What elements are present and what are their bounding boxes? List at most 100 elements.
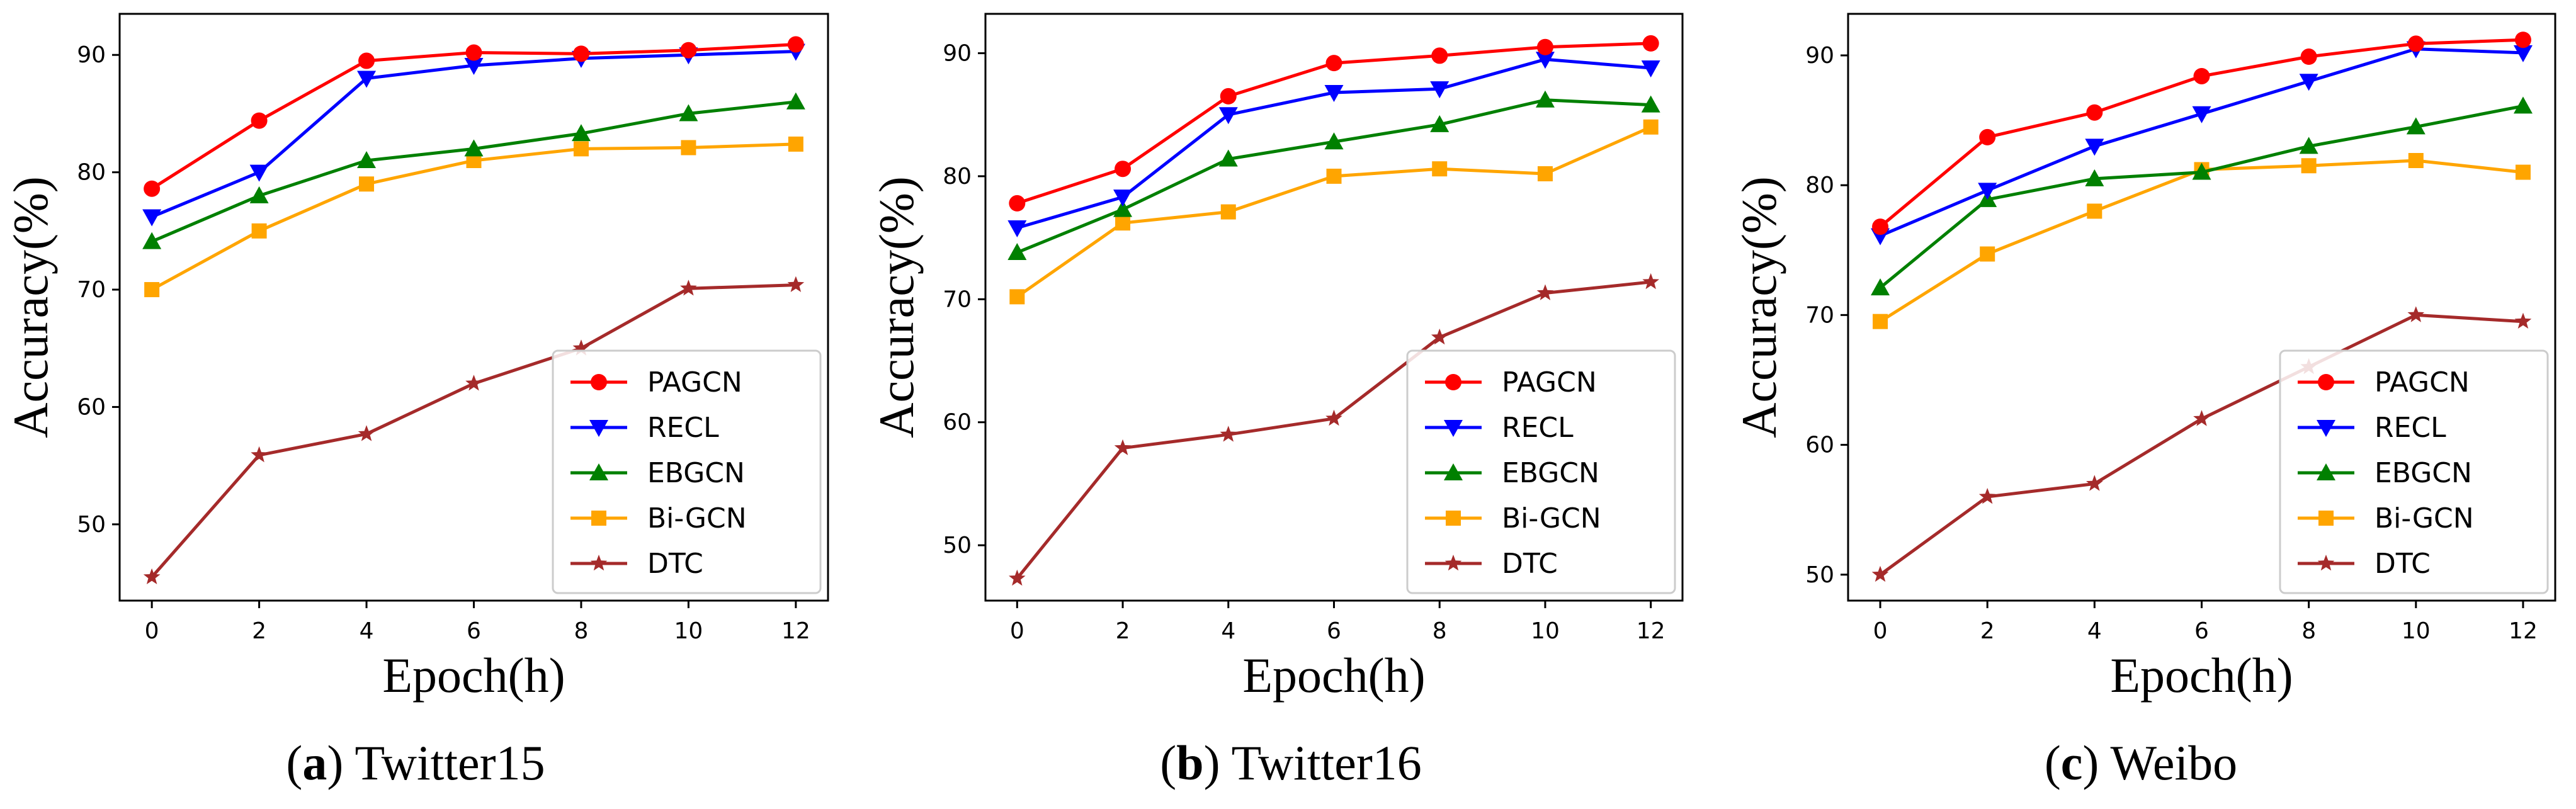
x-tick-label: 4 [360, 618, 374, 644]
legend-label: Bi-GCN [2375, 502, 2474, 535]
legend-marker [589, 463, 608, 480]
data-point-bi-gcn [1115, 215, 1131, 231]
x-tick-label: 8 [1433, 618, 1447, 644]
legend: PAGCN RECL EBGCN Bi-GCN DTC [552, 349, 822, 594]
data-point-dtc [1431, 328, 1448, 345]
data-point-bi-gcn [2301, 158, 2317, 174]
data-point-pagcn [1431, 47, 1448, 64]
x-tick-label: 2 [1116, 618, 1130, 644]
legend-marker [2317, 420, 2335, 437]
legend-label: EBGCN [647, 457, 745, 489]
panel-caption: (c) Weibo [2045, 735, 2237, 790]
data-point-ebgcn [1871, 278, 1890, 296]
data-point-ebgcn [1535, 90, 1555, 108]
series-dtc [1871, 306, 2532, 582]
x-tick-label: 0 [145, 618, 159, 644]
legend-entry-bi-gcn: Bi-GCN [1425, 502, 1601, 535]
y-axis-title: Accuracy(%) [3, 176, 58, 438]
y-tick-label: 70 [943, 286, 972, 312]
legend-marker [2318, 511, 2334, 526]
data-point-dtc [2193, 410, 2210, 426]
data-point-pagcn [358, 52, 375, 69]
data-point-recl [1430, 81, 1450, 99]
series-line-recl [151, 50, 796, 218]
x-tick-label: 10 [2402, 618, 2431, 644]
chart-panel-2: 50 60 70 80 90 0 2 4 6 8 10 12 Epoch(h) Accuracy(%) PA… [869, 13, 1684, 790]
data-point-ebgcn [249, 186, 269, 203]
series-dtc [1009, 273, 1659, 586]
chart-panel-3: 50 60 70 80 90 0 2 4 6 8 10 12 Epoch(h) Accuracy(%) PA… [1732, 13, 2556, 790]
data-point-dtc [2514, 312, 2532, 329]
legend-label: EBGCN [2375, 457, 2472, 489]
legend-label: RECL [647, 412, 719, 444]
series-pagcn [1009, 35, 1659, 212]
data-point-dtc [680, 280, 697, 296]
data-point-ebgcn [1007, 243, 1027, 261]
data-point-pagcn [251, 112, 268, 129]
legend-entry-recl: RECL [1425, 412, 1574, 444]
data-point-ebgcn [357, 151, 377, 168]
data-point-bi-gcn [573, 141, 589, 157]
data-point-recl [1641, 60, 1660, 77]
data-point-recl [1007, 220, 1027, 237]
x-tick-label: 6 [467, 618, 481, 644]
data-point-dtc [465, 375, 482, 391]
data-point-dtc [1220, 426, 1237, 442]
data-point-bi-gcn [681, 140, 696, 156]
data-point-bi-gcn [1220, 204, 1236, 220]
data-point-recl [2085, 139, 2104, 156]
data-point-bi-gcn [144, 282, 160, 298]
data-point-pagcn [680, 42, 697, 59]
legend: PAGCN RECL EBGCN Bi-GCN DTC [1406, 349, 1676, 594]
legend-marker [1446, 511, 1461, 526]
data-point-dtc [1978, 488, 1996, 504]
data-point-dtc [2086, 475, 2103, 491]
data-point-dtc [1536, 284, 1554, 300]
data-point-pagcn [1115, 161, 1132, 178]
legend-entry-bi-gcn: Bi-GCN [570, 502, 747, 535]
series-bi-gcn [1009, 119, 1659, 305]
legend-marker [590, 555, 608, 571]
data-point-recl [464, 58, 484, 76]
data-point-bi-gcn [1980, 246, 1995, 262]
data-point-pagcn [572, 45, 589, 62]
data-point-dtc [787, 276, 805, 292]
data-point-recl [2513, 45, 2533, 62]
data-point-dtc [572, 339, 590, 356]
data-point-ebgcn [679, 104, 698, 122]
x-tick-label: 12 [2509, 618, 2538, 644]
legend-entry-recl: RECL [2298, 412, 2446, 444]
legend-label: PAGCN [2375, 366, 2470, 399]
y-tick-label: 90 [943, 41, 972, 67]
legend-label: PAGCN [647, 366, 742, 399]
data-point-ebgcn [1324, 132, 1344, 150]
data-point-ebgcn [1641, 95, 1660, 113]
data-point-bi-gcn [1009, 289, 1025, 305]
legend-entry-recl: RECL [570, 412, 719, 444]
data-point-ebgcn [1113, 200, 1133, 217]
legend-entry-pagcn: PAGCN [1425, 366, 1597, 399]
chart-panel-1: 50 60 70 80 90 0 2 4 6 8 10 12 Epoch(h) Accuracy(%) PA… [3, 13, 829, 790]
y-tick-label: 60 [943, 410, 972, 436]
data-point-bi-gcn [2087, 203, 2102, 219]
data-point-pagcn [2407, 35, 2424, 52]
x-tick-label: 2 [252, 618, 266, 644]
legend-entry-ebgcn: EBGCN [570, 457, 745, 489]
y-tick-label: 50 [1805, 562, 1834, 588]
data-point-ebgcn [2406, 117, 2426, 135]
y-tick-label: 60 [1805, 433, 1834, 458]
data-point-bi-gcn [1873, 314, 1888, 329]
legend-label: EBGCN [1502, 457, 1599, 489]
data-point-bi-gcn [1537, 166, 1553, 182]
x-axis-title: Epoch(h) [2110, 648, 2293, 703]
y-tick-label: 80 [77, 160, 106, 186]
data-point-dtc [1642, 273, 1659, 290]
data-point-ebgcn [571, 124, 591, 142]
legend-box [1406, 349, 1676, 594]
series-pagcn [1872, 31, 2531, 235]
data-point-recl [2192, 106, 2211, 123]
series-recl [142, 43, 805, 227]
legend-label: RECL [2375, 412, 2446, 444]
data-point-recl [2299, 74, 2318, 91]
caption-close-paren: ) [1204, 735, 1220, 790]
